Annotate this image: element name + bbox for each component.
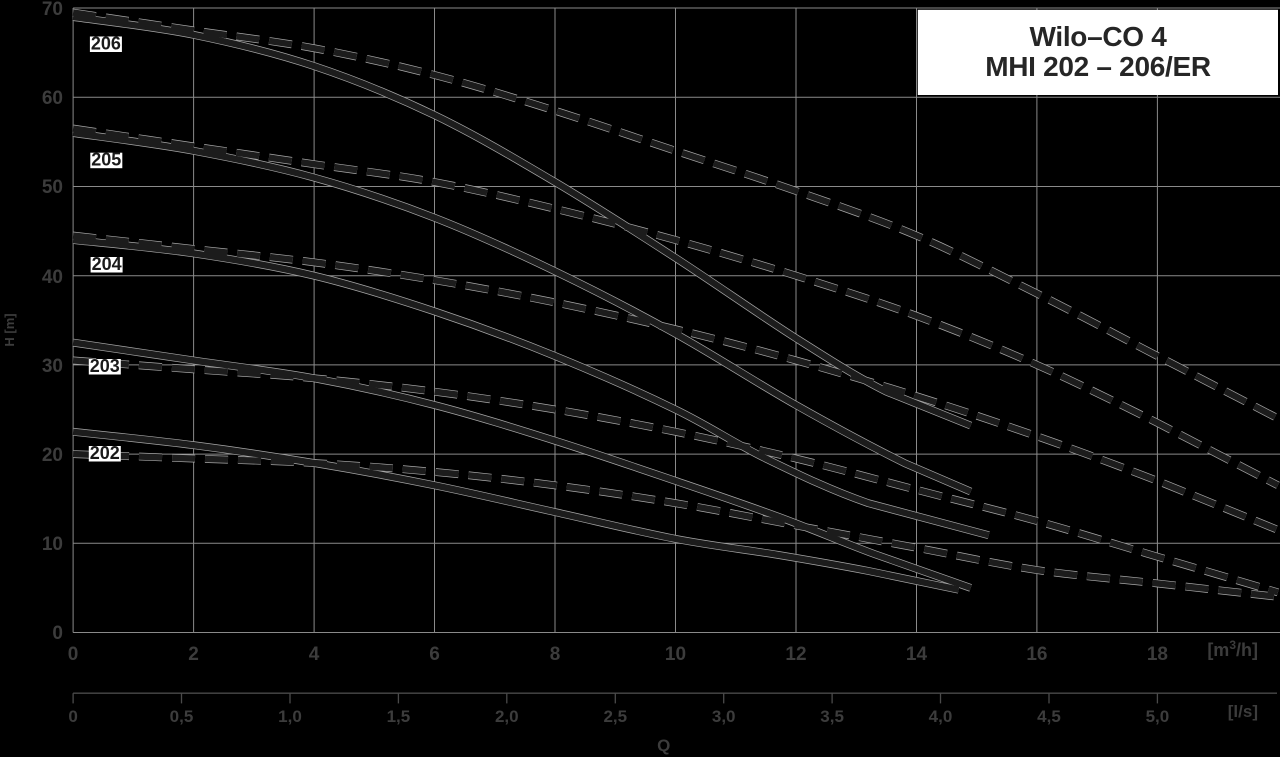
svg-text:2,0: 2,0: [495, 707, 519, 726]
svg-text:4,5: 4,5: [1037, 707, 1061, 726]
svg-text:18: 18: [1147, 644, 1168, 665]
svg-text:MHI 202 – 206/ER: MHI 202 – 206/ER: [985, 51, 1211, 82]
svg-text:1,0: 1,0: [278, 707, 302, 726]
svg-text:[l/s]: [l/s]: [1228, 702, 1258, 721]
svg-text:205: 205: [91, 150, 121, 170]
svg-text:8: 8: [550, 644, 561, 665]
svg-text:20: 20: [42, 445, 63, 466]
svg-text:16: 16: [1026, 644, 1047, 665]
svg-text:202: 202: [90, 443, 120, 463]
svg-text:0: 0: [68, 644, 79, 665]
svg-text:0: 0: [68, 707, 77, 726]
svg-text:206: 206: [91, 33, 121, 53]
svg-text:5,0: 5,0: [1146, 707, 1170, 726]
svg-text:10: 10: [665, 644, 686, 665]
svg-text:70: 70: [42, 0, 63, 20]
svg-text:4: 4: [309, 644, 320, 665]
svg-text:40: 40: [42, 267, 63, 288]
svg-text:50: 50: [42, 177, 63, 198]
svg-text:3,5: 3,5: [820, 707, 844, 726]
svg-text:0: 0: [52, 623, 63, 644]
svg-text:Wilo–CO 4: Wilo–CO 4: [1029, 21, 1167, 52]
svg-text:1,5: 1,5: [387, 707, 411, 726]
svg-text:4,0: 4,0: [929, 707, 953, 726]
svg-text:2: 2: [188, 644, 199, 665]
svg-text:H [m]: H [m]: [2, 313, 17, 346]
svg-text:Q: Q: [657, 736, 670, 755]
svg-text:30: 30: [42, 356, 63, 377]
svg-text:204: 204: [92, 254, 122, 274]
svg-text:0,5: 0,5: [170, 707, 194, 726]
svg-text:6: 6: [429, 644, 440, 665]
svg-text:203: 203: [90, 356, 120, 376]
svg-text:2,5: 2,5: [603, 707, 627, 726]
svg-text:10: 10: [42, 534, 63, 555]
svg-text:12: 12: [785, 644, 806, 665]
svg-text:60: 60: [42, 88, 63, 109]
svg-text:3,0: 3,0: [712, 707, 736, 726]
svg-text:14: 14: [906, 644, 928, 665]
